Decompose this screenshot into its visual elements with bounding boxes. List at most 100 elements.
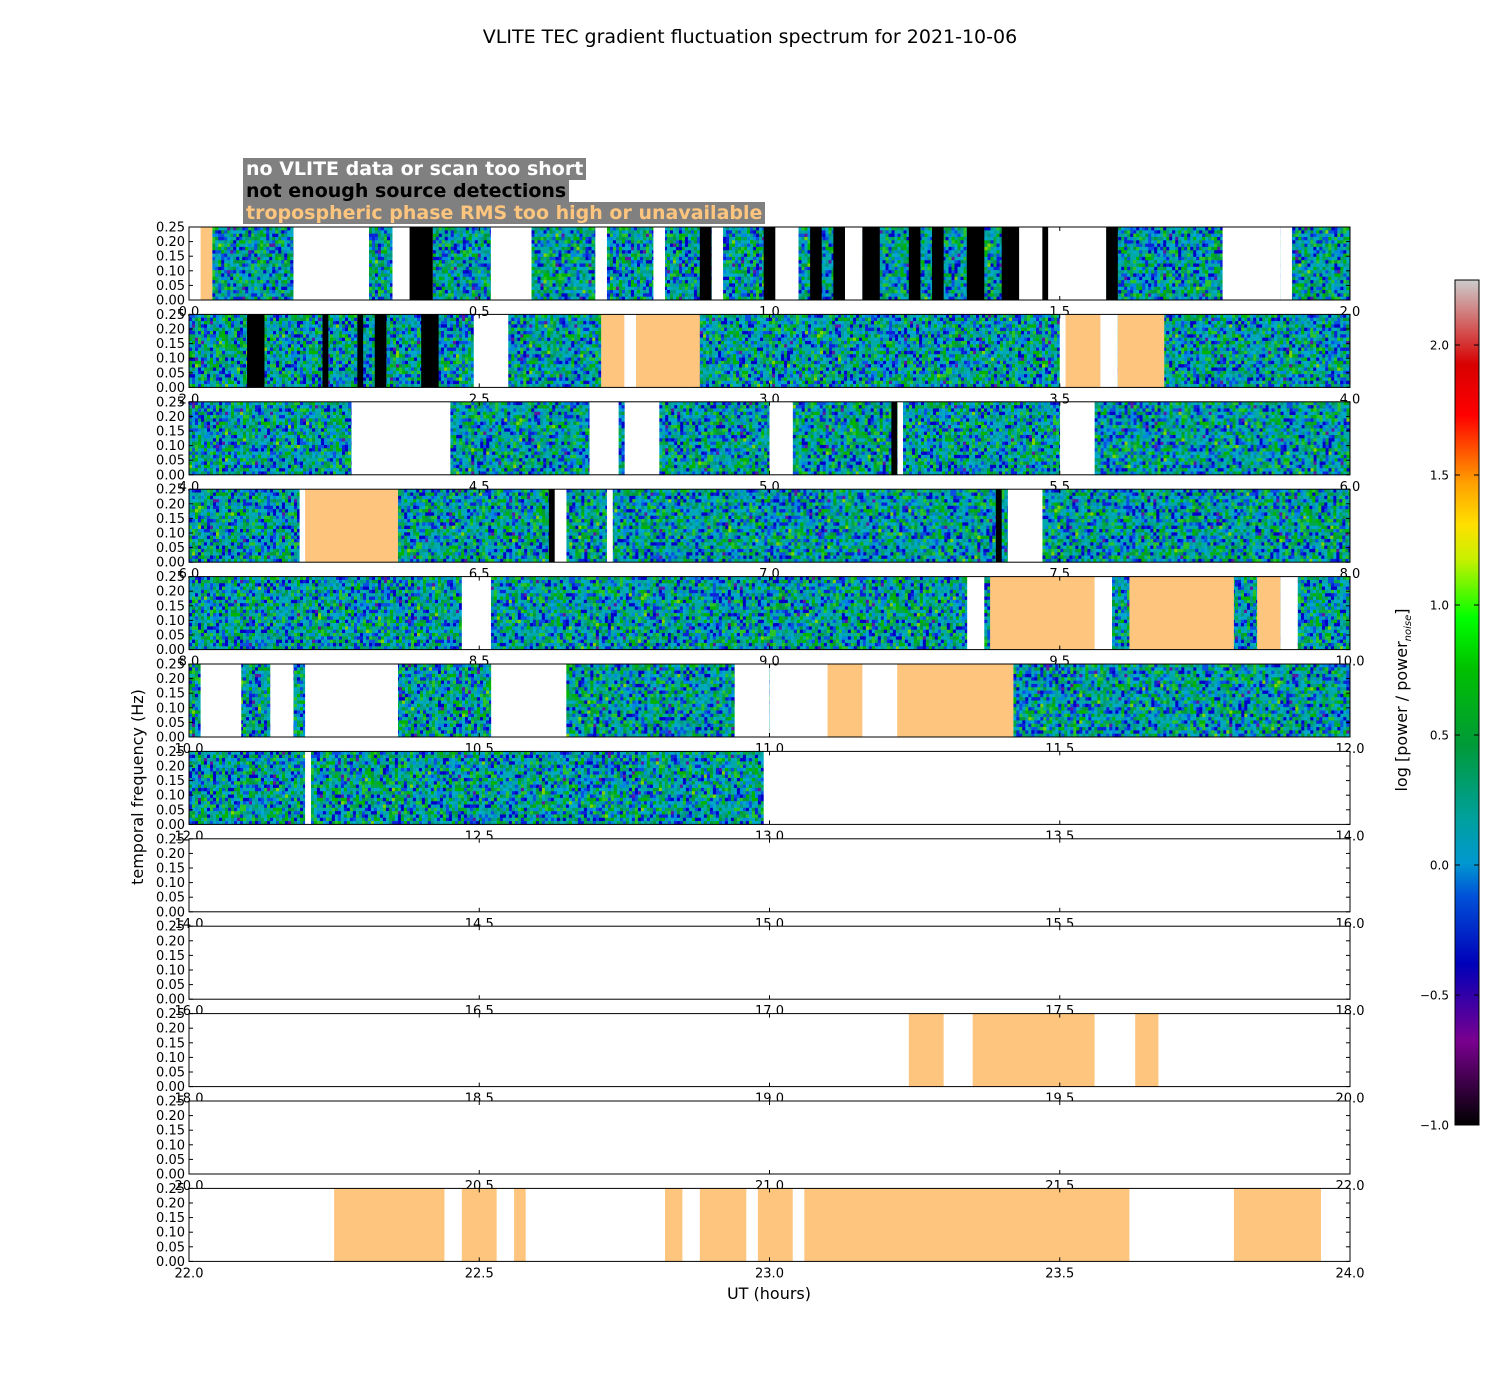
heatmap-cell [218, 244, 221, 248]
heatmap-cell [369, 257, 372, 261]
heatmap-cell [448, 250, 451, 254]
heatmap-cell [387, 287, 390, 291]
heatmap-cell [221, 247, 224, 251]
heatmap-cell [254, 240, 257, 244]
heatmap-cell [257, 244, 260, 248]
heatmap-cell [248, 277, 251, 281]
heatmap-cell [378, 273, 381, 277]
heatmap-cell [445, 257, 448, 261]
heatmap-cell [457, 270, 460, 274]
heatmap-cell [266, 260, 269, 264]
heatmap-cell [384, 260, 387, 264]
heatmap-cell [227, 287, 230, 291]
heatmap-cell [221, 244, 224, 248]
heatmap-cell [275, 244, 278, 248]
heatmap-cell [384, 293, 387, 297]
heatmap-cell [224, 280, 227, 284]
heatmap-cell [224, 283, 227, 287]
heatmap-cell [218, 247, 221, 251]
heatmap-cell [257, 280, 260, 284]
heatmap-cell [460, 244, 463, 248]
heatmap-cell [433, 280, 436, 284]
heatmap-cell [390, 227, 393, 231]
heatmap-cell [369, 273, 372, 277]
heatmap-cell [445, 287, 448, 291]
heatmap-cell [451, 264, 454, 268]
heatmap-cell [387, 273, 390, 277]
heatmap-cell [369, 244, 372, 248]
heatmap-cell [378, 237, 381, 241]
heatmap-cell [375, 230, 378, 234]
heatmap-cell [218, 234, 221, 238]
heatmap-cell [230, 273, 233, 277]
heatmap-cell [248, 234, 251, 238]
heatmap-cell [272, 280, 275, 284]
heatmap-cell [218, 287, 221, 291]
heatmap-cell [251, 283, 254, 287]
heatmap-cell [248, 270, 251, 274]
heatmap-cell [251, 250, 254, 254]
heatmap-cell [236, 237, 239, 241]
heatmap-cell [442, 260, 445, 264]
heatmap-cell [221, 264, 224, 268]
heatmap-cell [218, 230, 221, 234]
heatmap-cell [381, 234, 384, 238]
heatmap-cell [436, 234, 439, 238]
heatmap-cell [460, 247, 463, 251]
heatmap-cell [275, 257, 278, 261]
heatmap-cell [245, 290, 248, 294]
heatmap-cell [245, 230, 248, 234]
heatmap-cell [269, 237, 272, 241]
heatmap-cell [290, 280, 293, 284]
heatmap-cell [251, 277, 254, 281]
heatmap-cell [254, 254, 257, 258]
heatmap-cell [218, 260, 221, 264]
heatmap-cell [263, 283, 266, 287]
heatmap-cell [448, 290, 451, 294]
heatmap-cell [433, 237, 436, 241]
heatmap-cell [445, 280, 448, 284]
heatmap-cell [448, 234, 451, 238]
heatmap-cell [218, 237, 221, 241]
heatmap-cell [372, 260, 375, 264]
heatmap-cell [387, 254, 390, 258]
heatmap-cell [239, 270, 242, 274]
heatmap-cell [251, 237, 254, 241]
heatmap-cell [369, 267, 372, 271]
heatmap-cell [227, 283, 230, 287]
heatmap-cell [278, 237, 281, 241]
heatmap-cell [384, 264, 387, 268]
heatmap-cell [221, 283, 224, 287]
heatmap-cell [263, 240, 266, 244]
heatmap-cell [275, 290, 278, 294]
heatmap-cell [254, 277, 257, 281]
heatmap-cell [233, 237, 236, 241]
heatmap-cell [375, 227, 378, 231]
heatmap-cell [266, 250, 269, 254]
heatmap-cell [212, 260, 215, 264]
heatmap-cell [281, 237, 284, 241]
heatmap-cell [230, 287, 233, 291]
heatmap-cell [372, 287, 375, 291]
heatmap-cell [275, 234, 278, 238]
heatmap-cell [224, 227, 227, 231]
heatmap-cell [451, 283, 454, 287]
heatmap-cell [290, 227, 293, 231]
heatmap-cell [436, 240, 439, 244]
heatmap-cell [284, 230, 287, 234]
heatmap-cell [284, 240, 287, 244]
heatmap-cell [390, 264, 393, 268]
heatmap-cell [278, 293, 281, 297]
heatmap-cell [460, 227, 463, 231]
heatmap-cell [439, 273, 442, 277]
heatmap-cell [224, 264, 227, 268]
heatmap-cell [236, 283, 239, 287]
heatmap-cell [215, 293, 218, 297]
heatmap-cell [227, 237, 230, 241]
heatmap-cell [266, 277, 269, 281]
heatmap-cell [248, 250, 251, 254]
heatmap-cell [251, 234, 254, 238]
heatmap-cell [260, 257, 263, 261]
heatmap-cell [260, 250, 263, 254]
heatmap-cell [260, 240, 263, 244]
